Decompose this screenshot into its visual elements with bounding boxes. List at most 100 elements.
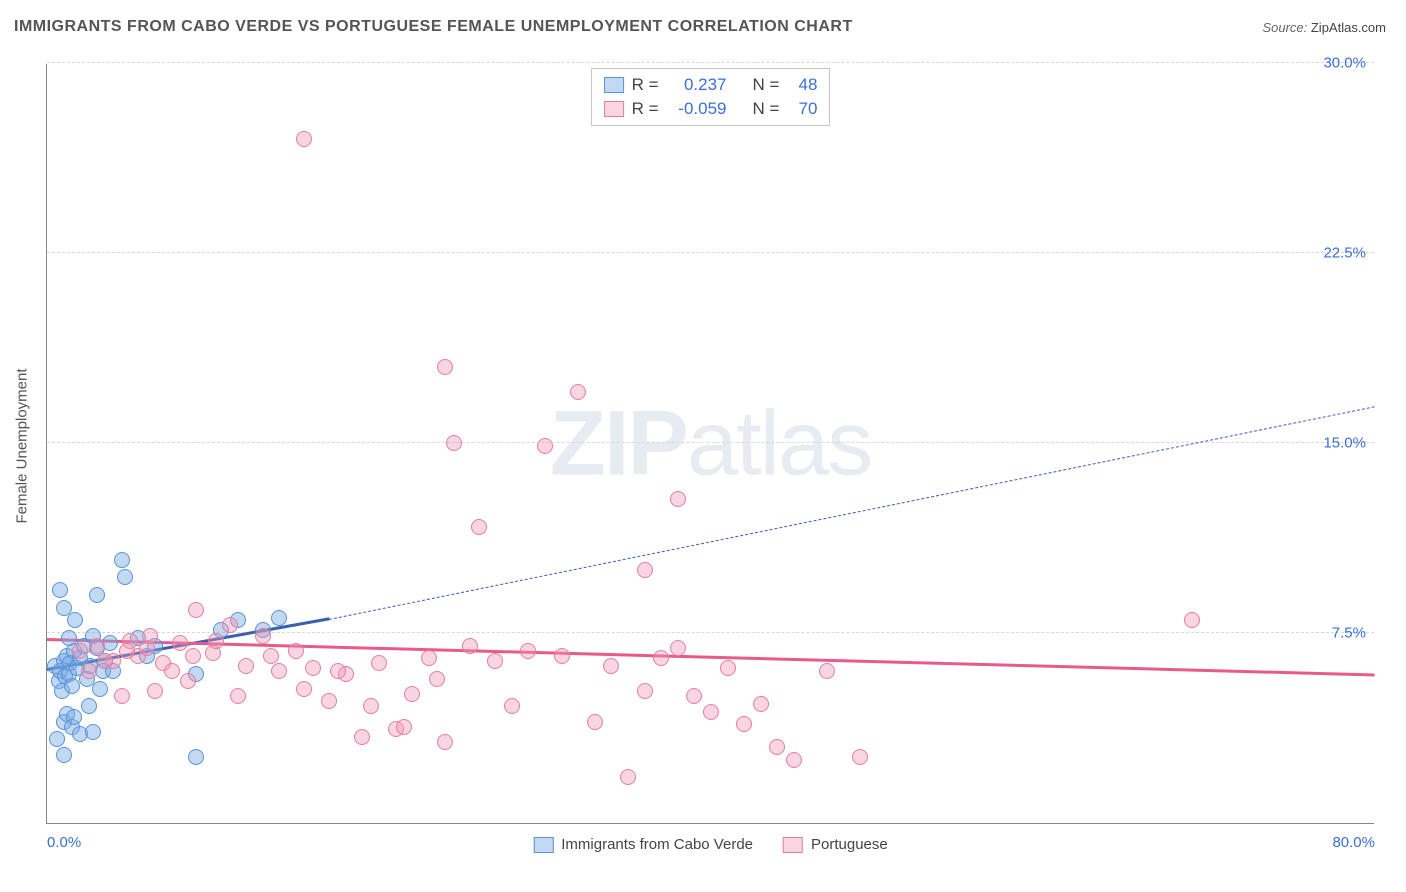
legend-item-cabo-verde: Immigrants from Cabo Verde bbox=[533, 836, 753, 853]
n-label: N = bbox=[753, 97, 780, 121]
swatch-cabo-verde bbox=[533, 837, 553, 853]
scatter-point bbox=[56, 747, 72, 763]
chart-title: IMMIGRANTS FROM CABO VERDE VS PORTUGUESE… bbox=[14, 18, 853, 36]
scatter-point bbox=[92, 681, 108, 697]
scatter-point bbox=[188, 602, 204, 618]
scatter-point bbox=[66, 709, 82, 725]
scatter-point bbox=[421, 650, 437, 666]
scatter-point bbox=[330, 663, 346, 679]
scatter-point bbox=[85, 724, 101, 740]
scatter-point bbox=[371, 655, 387, 671]
trend-line bbox=[329, 407, 1375, 621]
scatter-point bbox=[520, 643, 536, 659]
scatter-point bbox=[570, 384, 586, 400]
scatter-point bbox=[437, 359, 453, 375]
scatter-point bbox=[255, 628, 271, 644]
source-prefix: Source: bbox=[1262, 20, 1310, 35]
source-attribution: Source: ZipAtlas.com bbox=[1262, 20, 1386, 35]
scatter-point bbox=[263, 648, 279, 664]
legend-item-portuguese: Portuguese bbox=[783, 836, 888, 853]
scatter-point bbox=[396, 719, 412, 735]
scatter-point bbox=[429, 671, 445, 687]
scatter-point bbox=[354, 729, 370, 745]
scatter-point bbox=[404, 686, 420, 702]
scatter-point bbox=[603, 658, 619, 674]
n-value: 70 bbox=[787, 97, 817, 121]
y-tick-label: 15.0% bbox=[1323, 435, 1366, 452]
scatter-point bbox=[147, 683, 163, 699]
scatter-point bbox=[305, 660, 321, 676]
scatter-point bbox=[487, 653, 503, 669]
scatter-point bbox=[188, 749, 204, 765]
scatter-point bbox=[504, 698, 520, 714]
scatter-point bbox=[52, 582, 68, 598]
scatter-point bbox=[321, 693, 337, 709]
scatter-point bbox=[296, 131, 312, 147]
gridline bbox=[47, 252, 1374, 253]
r-label: R = bbox=[632, 73, 659, 97]
swatch-portuguese bbox=[783, 837, 803, 853]
scatter-point bbox=[89, 638, 105, 654]
scatter-point bbox=[670, 491, 686, 507]
r-label: R = bbox=[632, 97, 659, 121]
scatter-point bbox=[142, 628, 158, 644]
scatter-point bbox=[67, 612, 83, 628]
scatter-point bbox=[446, 435, 462, 451]
scatter-point bbox=[653, 650, 669, 666]
legend-label: Portuguese bbox=[811, 836, 888, 853]
scatter-point bbox=[164, 663, 180, 679]
scatter-point bbox=[786, 752, 802, 768]
scatter-point bbox=[180, 673, 196, 689]
scatter-point bbox=[296, 681, 312, 697]
y-tick-label: 7.5% bbox=[1332, 625, 1366, 642]
scatter-point bbox=[81, 663, 97, 679]
scatter-point bbox=[637, 683, 653, 699]
scatter-point bbox=[769, 739, 785, 755]
scatter-point bbox=[753, 696, 769, 712]
scatter-point bbox=[89, 587, 105, 603]
scatter-point bbox=[97, 653, 113, 669]
scatter-point bbox=[72, 643, 88, 659]
watermark-bold: ZIP bbox=[550, 392, 687, 494]
scatter-point bbox=[703, 704, 719, 720]
legend-label: Immigrants from Cabo Verde bbox=[561, 836, 753, 853]
scatter-point bbox=[238, 658, 254, 674]
n-label: N = bbox=[753, 73, 780, 97]
swatch-portuguese bbox=[604, 101, 624, 117]
swatch-cabo-verde bbox=[604, 77, 624, 93]
gridline bbox=[47, 62, 1374, 63]
scatter-point bbox=[462, 638, 478, 654]
x-tick-label: 80.0% bbox=[1332, 834, 1375, 851]
n-value: 48 bbox=[787, 73, 817, 97]
scatter-point bbox=[114, 552, 130, 568]
legend-row-cabo-verde: R = 0.237 N = 48 bbox=[604, 73, 818, 97]
scatter-point bbox=[172, 635, 188, 651]
scatter-point bbox=[819, 663, 835, 679]
scatter-point bbox=[271, 663, 287, 679]
scatter-point bbox=[736, 716, 752, 732]
watermark-logo: ZIPatlas bbox=[550, 391, 871, 496]
r-value: 0.237 bbox=[667, 73, 727, 97]
scatter-point bbox=[620, 769, 636, 785]
scatter-point bbox=[471, 519, 487, 535]
scatter-point bbox=[288, 643, 304, 659]
scatter-point bbox=[222, 617, 238, 633]
y-tick-label: 30.0% bbox=[1323, 55, 1366, 72]
scatter-point bbox=[852, 749, 868, 765]
scatter-point bbox=[554, 648, 570, 664]
scatter-point bbox=[208, 633, 224, 649]
scatter-point bbox=[64, 678, 80, 694]
scatter-point bbox=[720, 660, 736, 676]
source-name: ZipAtlas.com bbox=[1311, 20, 1386, 35]
scatter-point bbox=[119, 643, 135, 659]
scatter-point bbox=[185, 648, 201, 664]
scatter-point bbox=[271, 610, 287, 626]
correlation-legend: R = 0.237 N = 48 R = -0.059 N = 70 bbox=[591, 68, 831, 126]
scatter-point bbox=[230, 688, 246, 704]
legend-row-portuguese: R = -0.059 N = 70 bbox=[604, 97, 818, 121]
scatter-point bbox=[363, 698, 379, 714]
scatter-point bbox=[587, 714, 603, 730]
scatter-point bbox=[1184, 612, 1200, 628]
scatter-point bbox=[81, 698, 97, 714]
scatter-point bbox=[49, 731, 65, 747]
